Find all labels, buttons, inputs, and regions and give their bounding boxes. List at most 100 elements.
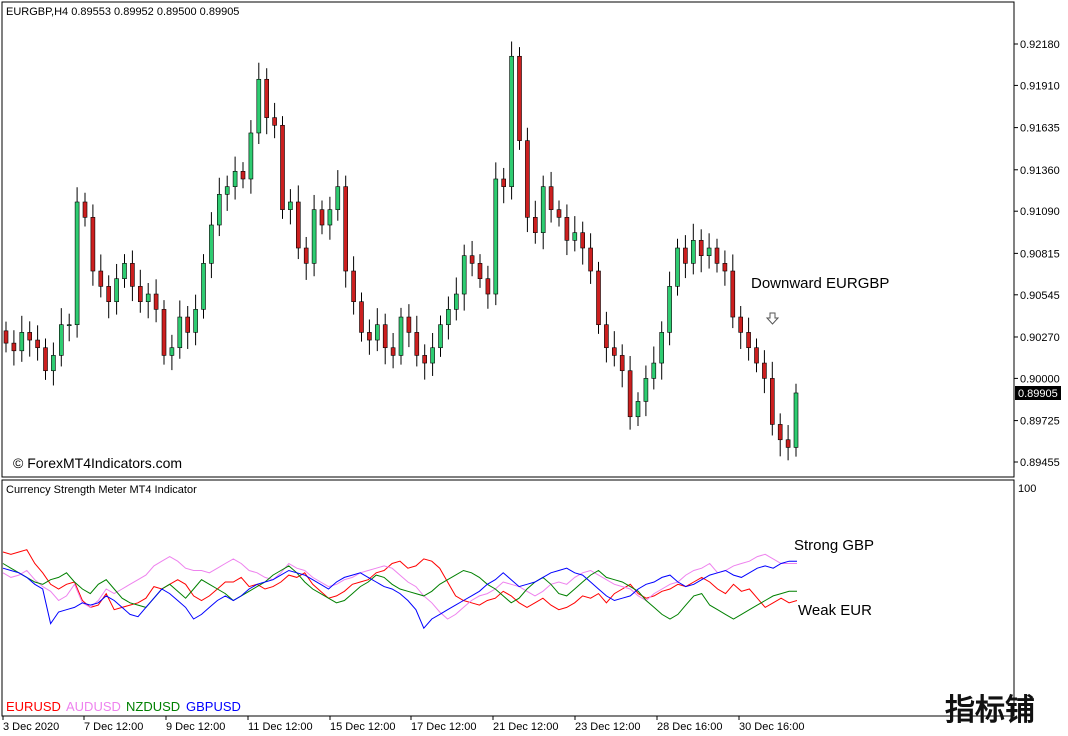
candle [414, 315, 420, 367]
price-axis: 0.92180 0.91910 0.91635 0.91360 0.91090 0.908… [1014, 39, 1060, 469]
candle [27, 321, 33, 357]
indicator-panel [1, 479, 1015, 717]
time-tick-label: 23 Dec 12:00 [575, 721, 640, 733]
price-tick-label: 0.90000 [1020, 373, 1060, 385]
series-line-audusd [2, 553, 797, 620]
candle [651, 346, 657, 390]
current-price-tag: 0.89905 [1015, 386, 1061, 400]
time-tick-label: 15 Dec 12:00 [330, 721, 395, 733]
legend-audusd: AUDUSD [66, 699, 121, 714]
candle [311, 194, 317, 277]
candle [193, 294, 198, 346]
candle [280, 116, 285, 219]
price-tick-label: 0.90815 [1020, 248, 1060, 260]
time-tick-label: 30 Dec 16:00 [739, 721, 804, 733]
candle [374, 308, 380, 352]
time-tick-label: 21 Dec 12:00 [493, 721, 558, 733]
candle [493, 162, 499, 306]
annotation-weak: Weak EUR [798, 602, 872, 619]
candle [611, 331, 617, 367]
candle [698, 229, 704, 273]
candle [153, 279, 159, 323]
candle [501, 167, 507, 204]
candle [264, 68, 270, 135]
candle [777, 413, 783, 457]
watermark: © ForexMT4Indicators.com [13, 455, 182, 471]
candle [746, 317, 751, 361]
candle [738, 305, 744, 349]
price-tick-label: 0.89455 [1020, 457, 1060, 469]
candle [82, 192, 88, 227]
candle [319, 200, 325, 235]
series-line-eurusd [2, 549, 798, 611]
candle [161, 300, 167, 365]
candle [453, 277, 459, 321]
time-tick-label: 28 Dec 16:00 [657, 721, 722, 733]
candle [11, 330, 17, 366]
symbol-header: EURGBP,H4 0.89553 0.89952 0.89500 0.8990… [6, 6, 239, 18]
time-tick-label: 9 Dec 12:00 [166, 721, 225, 733]
time-tick-label: 7 Dec 12:00 [84, 721, 143, 733]
candle [438, 315, 443, 357]
candle [635, 392, 641, 426]
candle [706, 233, 712, 269]
candle [351, 256, 356, 315]
candle [390, 332, 396, 369]
time-tick-label: 17 Dec 12:00 [411, 721, 476, 733]
candle [58, 308, 64, 367]
candle [477, 254, 483, 288]
indicator-top-label: 100 [1018, 483, 1036, 495]
candle [754, 338, 759, 373]
candle [532, 200, 538, 244]
candle [564, 204, 570, 256]
candle [288, 189, 293, 225]
candle [509, 41, 514, 200]
price-tick-label: 0.90545 [1020, 290, 1060, 302]
candle [604, 311, 609, 363]
candle [485, 265, 491, 309]
indicator-legend: EURUSD AUDUSD NZDUSD GBPUSD [6, 699, 241, 714]
candle [556, 200, 562, 227]
candle [295, 185, 301, 260]
candle [217, 177, 222, 237]
candle [469, 240, 475, 277]
price-tick-label: 0.91635 [1020, 123, 1060, 135]
candle [714, 238, 720, 273]
candle [122, 254, 127, 288]
candle [517, 47, 522, 150]
candle [580, 221, 586, 265]
candle [303, 236, 309, 280]
legend-gbpusd: GBPUSD [186, 699, 241, 714]
candle [382, 313, 388, 365]
candle [430, 332, 435, 376]
candle [272, 102, 277, 139]
candle [659, 321, 665, 380]
candle [145, 282, 151, 319]
candle [201, 254, 206, 319]
annotation-strong: Strong GBP [794, 537, 874, 554]
candle [35, 325, 40, 361]
candle [785, 425, 791, 461]
time-tick-label: 11 Dec 12:00 [248, 721, 313, 733]
candle [74, 187, 80, 338]
candle [169, 334, 175, 371]
series-line-gbpusd [2, 560, 797, 630]
candle [627, 356, 633, 430]
main-chart-panel [1, 1, 1015, 478]
candle [690, 223, 696, 275]
indicator-lines-group [2, 549, 798, 630]
candle [3, 321, 9, 353]
candle [327, 196, 333, 240]
price-tick-label: 0.91910 [1020, 80, 1060, 92]
candle [106, 275, 111, 319]
candle [90, 204, 96, 286]
price-tick-label: 0.90270 [1020, 332, 1060, 344]
candle [209, 212, 214, 279]
candle [98, 254, 104, 298]
candle [643, 365, 649, 417]
candle [185, 305, 190, 349]
candle [248, 120, 254, 194]
candle [619, 344, 625, 388]
candle [596, 261, 601, 334]
